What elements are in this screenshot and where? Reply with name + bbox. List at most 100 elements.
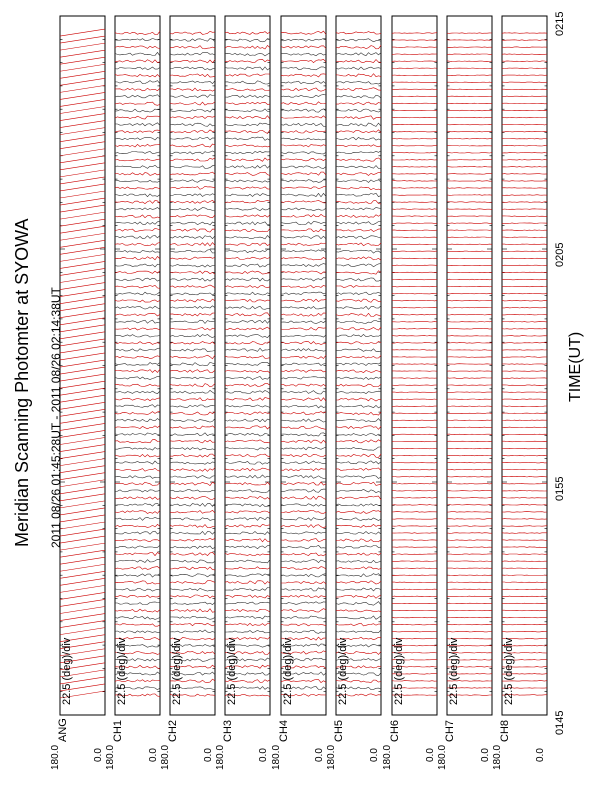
scan-trace (115, 447, 161, 451)
scan-trace (224, 136, 271, 141)
scan-trace (446, 652, 493, 654)
scan-trace (501, 53, 548, 55)
scan-trace (114, 172, 161, 176)
scan-trace (169, 537, 216, 542)
scan-trace (59, 78, 106, 86)
scan-trace (280, 404, 327, 409)
scan-trace (335, 150, 382, 154)
scan-trace (501, 433, 548, 436)
x-tick-label-0215: 0215 (554, 12, 566, 36)
scan-trace (335, 129, 382, 134)
scan-trace (446, 285, 493, 288)
scan-trace (280, 137, 327, 141)
chart-subtitle: 2011 08/26 01:45:28UT - 2011 08/26 02:14… (49, 286, 63, 548)
scan-trace (335, 425, 382, 430)
scan-trace (114, 503, 161, 507)
scan-trace (335, 615, 382, 620)
scan-trace (224, 474, 271, 479)
scan-trace (224, 601, 271, 605)
scan-trace (391, 539, 438, 541)
scan-trace (169, 136, 216, 141)
scan-trace (335, 629, 382, 634)
scan-trace (391, 638, 438, 640)
scan-trace (114, 679, 161, 683)
scan-trace (335, 249, 382, 254)
scan-trace (501, 349, 548, 351)
scan-trace (114, 658, 161, 662)
scan-trace (392, 95, 438, 97)
scan-trace (114, 235, 161, 239)
panel-y-bottom-label: 0.0 (480, 748, 491, 762)
scan-trace (59, 585, 106, 593)
scan-trace (169, 418, 216, 423)
scan-trace (59, 197, 106, 206)
scan-trace (280, 249, 327, 254)
scan-trace (59, 500, 106, 509)
scan-trace (502, 483, 547, 485)
panel-scale-label: 22.5 (deg)/div (171, 637, 183, 705)
scan-trace (335, 559, 382, 564)
scan-trace (501, 546, 548, 548)
scan-trace (280, 285, 327, 289)
scan-trace (224, 686, 271, 690)
scan-trace (335, 376, 382, 380)
scan-trace (391, 67, 438, 69)
scan-trace (280, 165, 327, 169)
scan-trace (280, 158, 327, 162)
scan-trace (114, 151, 161, 154)
scan-trace (169, 45, 216, 50)
scan-trace (114, 460, 161, 465)
panel-y-top-label: 180.0 (271, 745, 282, 770)
scan-trace (114, 651, 161, 655)
scan-trace (169, 200, 216, 204)
scan-trace (280, 362, 327, 366)
scan-trace (224, 31, 271, 35)
scan-trace (169, 264, 216, 268)
scan-trace (224, 523, 271, 528)
scan-trace (335, 453, 382, 458)
scan-trace (59, 578, 106, 586)
scan-trace (169, 94, 216, 98)
scan-trace (224, 122, 271, 127)
scan-trace (391, 623, 438, 626)
scan-trace (280, 221, 327, 225)
panel-ch7: 22.5 (deg)/div CH7 180.0 0.0 (437, 15, 493, 770)
scan-trace (280, 495, 327, 500)
scan-trace (59, 514, 106, 523)
scan-trace (501, 102, 548, 105)
scan-trace (280, 179, 327, 183)
scan-trace (169, 256, 216, 260)
scan-trace (59, 401, 106, 410)
scan-trace (391, 215, 438, 217)
scan-trace (59, 28, 106, 37)
scan-trace (114, 573, 161, 578)
scan-trace (446, 194, 493, 196)
scan-trace (114, 383, 161, 387)
scan-trace (114, 375, 161, 380)
scan-trace (335, 192, 382, 198)
scan-trace (446, 602, 493, 605)
scan-trace (169, 517, 215, 521)
scan-trace (224, 38, 271, 43)
scan-trace (391, 673, 437, 675)
scan-trace (114, 686, 161, 691)
scan-trace (114, 544, 161, 549)
scan-trace (392, 321, 438, 323)
scan-trace (224, 418, 271, 423)
scan-trace (114, 164, 161, 169)
scan-trace (169, 38, 216, 43)
scan-trace (391, 567, 438, 569)
scan-trace (501, 630, 547, 633)
scan-trace (280, 630, 327, 634)
scan-trace (59, 296, 106, 304)
scan-trace (59, 225, 106, 234)
scan-trace (114, 80, 161, 84)
scan-trace (446, 222, 492, 224)
scan-trace (225, 587, 270, 592)
scan-trace (169, 580, 216, 585)
scan-trace (335, 73, 382, 78)
scan-trace (502, 88, 548, 91)
scan-trace (280, 545, 327, 549)
scan-trace (169, 644, 216, 648)
scan-trace (169, 369, 216, 373)
